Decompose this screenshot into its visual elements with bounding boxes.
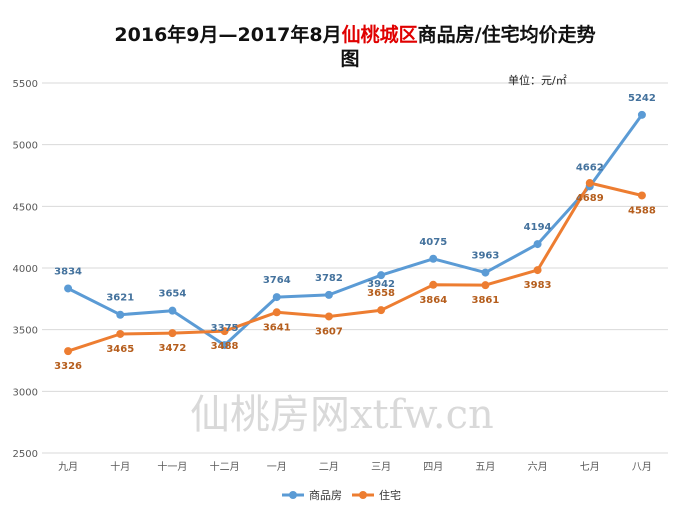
data-point	[429, 280, 438, 289]
data-point	[637, 110, 646, 119]
title-highlight: 仙桃城区	[342, 23, 418, 46]
data-label: 4588	[628, 205, 656, 216]
watermark: 仙桃房网xtfw.cn	[190, 392, 494, 438]
data-label: 3641	[263, 322, 291, 333]
data-label: 3621	[106, 293, 134, 304]
x-tick-label: 四月	[423, 461, 443, 473]
data-point	[64, 284, 73, 293]
data-point	[533, 266, 542, 275]
data-label: 3375	[211, 323, 239, 334]
data-point	[272, 293, 281, 302]
data-point	[168, 329, 177, 338]
legend-label: 商品房	[309, 488, 342, 502]
data-label: 4689	[576, 193, 604, 204]
data-point	[429, 254, 438, 263]
data-point	[324, 290, 333, 299]
data-label: 3654	[158, 289, 186, 300]
x-tick-label: 六月	[528, 461, 548, 473]
chart-title: 2016年9月—2017年8月仙桃城区商品房/住宅均价走势	[114, 23, 595, 46]
data-point	[168, 306, 177, 315]
data-label: 3983	[524, 280, 552, 291]
data-label: 4662	[576, 162, 604, 173]
data-point	[64, 347, 73, 356]
data-label: 4075	[419, 237, 447, 248]
y-tick-label: 4000	[13, 264, 38, 275]
data-label: 3658	[367, 288, 395, 299]
data-label: 3488	[211, 341, 239, 352]
x-tick-label: 五月	[475, 461, 495, 473]
data-point	[637, 191, 646, 200]
data-point	[481, 268, 490, 277]
data-point	[377, 271, 386, 280]
x-tick-label: 一月	[267, 461, 287, 473]
data-label: 5242	[628, 93, 656, 104]
data-point	[116, 310, 125, 319]
data-point	[116, 329, 125, 338]
data-label: 3963	[471, 251, 499, 262]
chart-title-line2: 图	[340, 48, 359, 70]
series-points	[64, 110, 646, 356]
x-tick-label: 十月	[110, 460, 130, 473]
data-label: 3782	[315, 273, 343, 284]
data-label: 3326	[54, 361, 82, 372]
data-labels: 3834 3621 3654 3375 3764 3782 3942 4075 3963 4194…	[54, 93, 656, 372]
data-label: 3942	[367, 279, 395, 290]
unit-label: 单位：元/㎡	[508, 73, 567, 87]
data-label: 3861	[471, 295, 499, 306]
y-tick-label: 5000	[13, 141, 38, 152]
y-tick-label: 3000	[13, 387, 38, 398]
series-line-1	[67, 113, 644, 347]
y-axis-ticks: 2500 3000 3500 4000 4500 5000 5500	[13, 79, 38, 460]
data-label: 3834	[54, 266, 82, 277]
x-tick-label: 八月	[632, 461, 652, 473]
data-point	[585, 179, 594, 188]
x-tick-label: 三月	[371, 461, 391, 473]
data-label: 4194	[524, 222, 552, 233]
data-point	[324, 312, 333, 321]
x-axis-ticks: 九月 十月 十一月 十二月 一月 二月 三月 四月 五月 六月 七月 八月	[58, 460, 652, 473]
data-point	[220, 341, 229, 350]
y-tick-label: 5500	[13, 79, 38, 90]
y-tick-label: 3500	[13, 326, 38, 337]
x-tick-label: 九月	[58, 461, 78, 473]
gridlines	[42, 82, 668, 454]
data-label: 3472	[158, 343, 186, 354]
legend-swatch-marker	[289, 491, 297, 499]
series-line-2	[67, 181, 643, 353]
title-part1: 2016年9月—2017年8月	[114, 23, 341, 46]
x-tick-label: 七月	[580, 461, 600, 473]
x-tick-label: 二月	[319, 461, 339, 473]
x-tick-label: 十一月	[157, 460, 187, 473]
data-point	[377, 306, 386, 315]
x-tick-label: 十二月	[210, 460, 240, 473]
series-lines	[67, 113, 644, 353]
legend: 商品房 住宅	[282, 488, 401, 502]
title-part2: 商品房/住宅均价走势	[418, 23, 596, 46]
data-point	[272, 308, 281, 317]
data-point	[481, 281, 490, 290]
data-point	[533, 240, 542, 249]
legend-label: 住宅	[379, 488, 401, 502]
data-label: 3465	[106, 344, 134, 355]
data-point	[220, 327, 229, 336]
data-label: 3864	[419, 295, 447, 306]
data-label: 3764	[263, 275, 291, 286]
y-tick-label: 2500	[13, 449, 38, 460]
data-label: 3607	[315, 326, 343, 337]
y-tick-label: 4500	[13, 202, 38, 213]
legend-swatch-marker	[359, 491, 367, 499]
